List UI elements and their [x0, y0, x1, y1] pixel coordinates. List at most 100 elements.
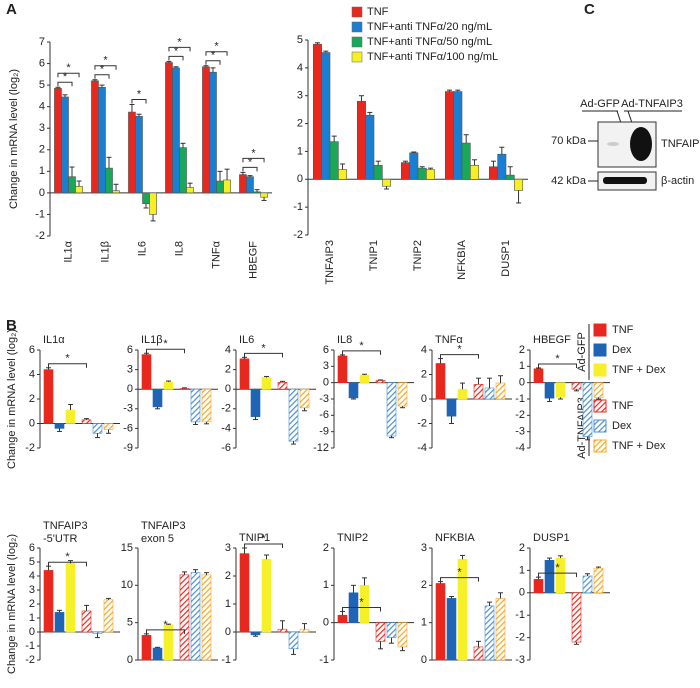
bar: [43, 369, 54, 424]
y-tick-label: 4: [297, 62, 303, 74]
bar: [163, 381, 174, 390]
bar: [593, 567, 604, 594]
y-tick-label: 5: [29, 556, 35, 568]
bar: [495, 598, 506, 661]
y-tick-label: 4: [29, 570, 35, 582]
y-tick-label: -1: [221, 654, 231, 666]
bar: [54, 88, 62, 194]
y-tick-label: 6: [29, 344, 35, 356]
y-tick-label: 6: [29, 542, 35, 554]
x-tick-label: TNIP2: [412, 240, 424, 271]
bar: [103, 423, 114, 430]
bar: [172, 67, 180, 194]
significance-label: *: [248, 156, 253, 168]
y-tick-label: -2: [25, 654, 35, 666]
bar: [250, 631, 261, 636]
significance-bracket: [48, 561, 87, 567]
significance-label: *: [65, 551, 70, 563]
bar: [239, 553, 250, 633]
bar: [92, 423, 103, 434]
bar: [246, 176, 254, 194]
bar: [261, 558, 272, 633]
chart-title: NFKBIA: [435, 532, 475, 544]
bar: [65, 409, 76, 424]
y-tick-label: 5: [127, 617, 133, 629]
significance-bracket: [168, 46, 191, 52]
y-tick-label: 2: [519, 344, 525, 356]
bar: [329, 141, 339, 180]
significance-bracket: [440, 577, 479, 582]
significance-bracket: [244, 543, 283, 548]
lane-label: Ad-TNFAIP3: [621, 98, 683, 110]
bar: [202, 66, 210, 194]
x-tick-label: IL1β: [99, 241, 111, 263]
significance-bracket: [168, 55, 184, 61]
significance-label: *: [359, 596, 364, 608]
y-tick-label: -4: [221, 422, 231, 434]
bar: [68, 176, 76, 194]
bar: [260, 192, 268, 198]
y-tick-label: 0: [29, 417, 35, 429]
y-tick-label: -4: [515, 442, 525, 454]
y-tick-label: 1: [297, 145, 303, 157]
chart-title: TNFAIP3: [43, 520, 88, 532]
y-tick-label: 0: [39, 187, 45, 199]
bar: [201, 388, 212, 423]
y-tick-label: 2: [421, 368, 427, 380]
significance-bracket: [440, 354, 479, 359]
y-tick-label: -2: [221, 403, 231, 415]
significance-bracket: [538, 572, 577, 578]
chart-title: IL1β: [141, 334, 163, 346]
bar: [544, 382, 555, 399]
y-tick-label: 3: [39, 122, 45, 134]
bar: [209, 71, 217, 194]
significance-bracket: [131, 99, 147, 104]
legend-swatch: [593, 419, 607, 433]
legend-swatch: [351, 6, 363, 18]
bar: [400, 162, 410, 180]
bar: [457, 388, 468, 400]
x-tick-label: HBEGF: [247, 241, 259, 279]
y-tick-label: -2: [515, 409, 525, 421]
marker-label: 70 kDa: [551, 135, 587, 147]
y-tick-label: 2: [39, 144, 45, 156]
bar: [386, 622, 397, 638]
significance-label: *: [261, 533, 266, 545]
y-tick-label: 0: [519, 377, 525, 389]
bar: [571, 592, 582, 643]
bar: [488, 166, 498, 180]
bar: [444, 91, 454, 180]
bar: [253, 191, 261, 194]
bar: [397, 622, 408, 648]
y-tick-label: -1: [319, 654, 329, 666]
bar: [216, 180, 224, 194]
significance-bracket: [146, 629, 185, 634]
bar: [356, 100, 366, 180]
y-tick-label: 1: [421, 617, 427, 629]
significance-bracket: [342, 606, 381, 612]
bar: [186, 187, 194, 194]
significance-label: *: [177, 36, 182, 48]
bar: [299, 388, 310, 409]
y-tick-label: 15: [121, 542, 133, 554]
y-tick-label: 2: [297, 117, 303, 129]
significance-label: *: [555, 353, 560, 365]
y-tick-label: -2: [35, 230, 45, 242]
legend-swatch: [351, 51, 363, 63]
bar: [544, 560, 555, 594]
bar: [582, 382, 593, 437]
bar: [359, 374, 370, 383]
y-tick-label: 7: [39, 36, 45, 48]
bar: [593, 382, 604, 398]
y-tick-label: 2: [29, 393, 35, 405]
bar: [571, 382, 582, 390]
x-tick-label: IL1α: [62, 240, 74, 262]
significance-bracket: [57, 81, 73, 87]
bar: [98, 86, 106, 194]
bar: [152, 388, 163, 408]
chart-title: IL8: [337, 334, 352, 346]
y-tick-label: -1: [515, 609, 525, 621]
y-tick-label: 0: [323, 617, 329, 629]
y-tick-label: 0: [127, 654, 133, 666]
